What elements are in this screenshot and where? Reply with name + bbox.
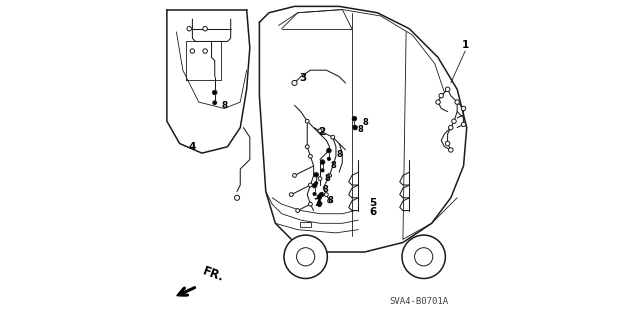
Circle shape — [328, 174, 332, 177]
Circle shape — [319, 192, 324, 197]
Circle shape — [318, 177, 322, 181]
Text: 8: 8 — [337, 150, 342, 159]
Circle shape — [312, 183, 317, 188]
Circle shape — [320, 160, 324, 164]
FancyArrowPatch shape — [176, 288, 195, 297]
Text: 4: 4 — [189, 142, 196, 152]
Circle shape — [313, 192, 316, 196]
Circle shape — [305, 119, 309, 123]
Text: 8: 8 — [327, 197, 333, 205]
Circle shape — [308, 154, 312, 158]
Circle shape — [445, 141, 450, 146]
Circle shape — [315, 182, 318, 185]
Circle shape — [321, 169, 324, 172]
Circle shape — [203, 49, 207, 53]
Text: SVA4-B0701A: SVA4-B0701A — [389, 297, 449, 306]
Text: 6: 6 — [369, 207, 376, 217]
Circle shape — [314, 173, 319, 177]
Circle shape — [415, 248, 433, 266]
Circle shape — [308, 183, 312, 187]
Text: 8: 8 — [330, 161, 336, 170]
Circle shape — [439, 93, 444, 98]
Circle shape — [327, 157, 330, 160]
Text: 2: 2 — [318, 127, 325, 137]
Bar — [300, 222, 312, 227]
Circle shape — [318, 202, 322, 205]
Circle shape — [317, 195, 321, 199]
Circle shape — [212, 90, 217, 95]
Circle shape — [461, 106, 466, 111]
Circle shape — [436, 100, 440, 104]
Circle shape — [353, 125, 357, 130]
Circle shape — [203, 26, 207, 31]
Text: 8: 8 — [357, 125, 363, 134]
Circle shape — [328, 199, 332, 203]
Circle shape — [326, 148, 331, 153]
Circle shape — [289, 193, 293, 197]
Circle shape — [292, 174, 296, 177]
Circle shape — [284, 235, 327, 278]
Circle shape — [449, 148, 453, 152]
Circle shape — [461, 122, 466, 127]
Text: FR.: FR. — [201, 264, 226, 284]
Circle shape — [445, 87, 450, 92]
Circle shape — [308, 202, 312, 206]
Circle shape — [234, 195, 239, 200]
Text: 8: 8 — [221, 101, 227, 110]
Circle shape — [305, 145, 309, 149]
Circle shape — [353, 125, 356, 129]
Circle shape — [187, 26, 191, 31]
Circle shape — [213, 101, 217, 105]
Circle shape — [352, 116, 356, 121]
Circle shape — [318, 204, 321, 207]
Circle shape — [296, 248, 315, 266]
Circle shape — [190, 49, 195, 53]
Text: 1: 1 — [461, 40, 468, 50]
Text: 8: 8 — [362, 118, 368, 127]
Circle shape — [324, 193, 328, 197]
Text: 8: 8 — [324, 174, 330, 183]
Text: 5: 5 — [369, 197, 376, 208]
Text: 8: 8 — [323, 185, 328, 194]
Circle shape — [449, 125, 453, 130]
Circle shape — [455, 100, 460, 104]
Circle shape — [292, 80, 297, 85]
Circle shape — [296, 209, 300, 212]
Circle shape — [331, 135, 335, 139]
Circle shape — [452, 119, 456, 123]
Text: 3: 3 — [299, 73, 306, 83]
Circle shape — [318, 129, 322, 133]
Circle shape — [402, 235, 445, 278]
Text: 7: 7 — [313, 197, 321, 208]
